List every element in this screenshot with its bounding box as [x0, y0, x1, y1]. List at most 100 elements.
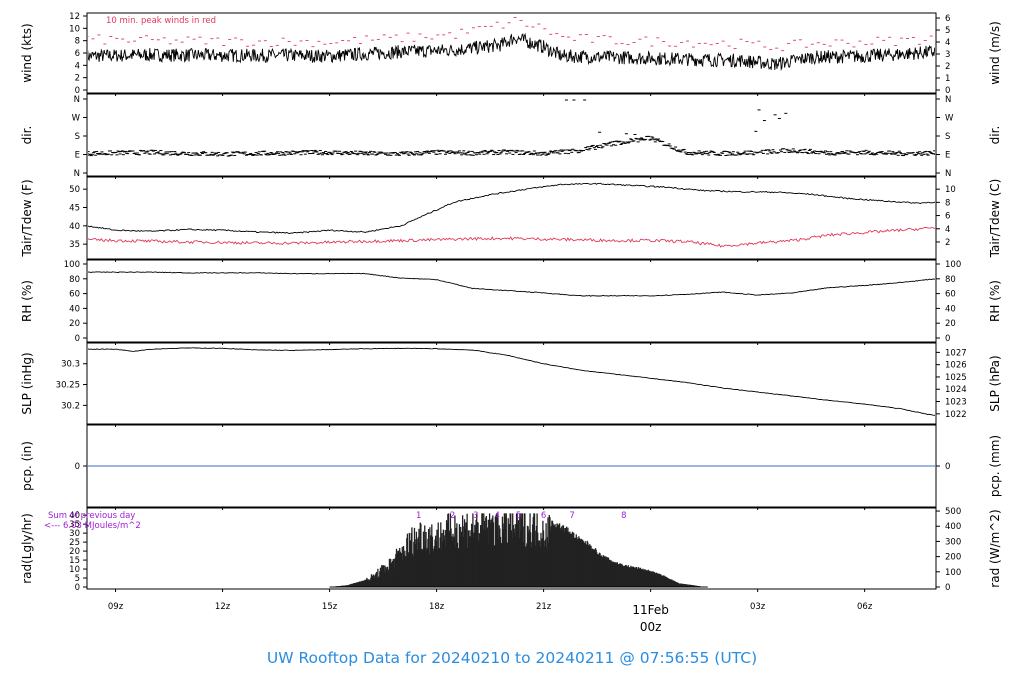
y-axis-label: dir.: [20, 126, 34, 145]
y-axis-label-right: wind (m/s): [988, 21, 1002, 85]
y-axis-label-right: dir.: [988, 126, 1002, 145]
tick-label: 1027: [945, 348, 967, 358]
tick-label: 4: [75, 61, 80, 71]
y-axis-label-right: pcp. (mm): [988, 435, 1002, 497]
tick-label: 8: [75, 37, 80, 47]
panel-frame: [86, 93, 937, 177]
tick-label: 200: [945, 553, 961, 563]
tick-label: 20: [69, 547, 80, 557]
tick-label: 2: [75, 74, 80, 84]
panel-series-group: [88, 182, 935, 248]
tick-label: 40: [945, 304, 956, 314]
hour-marker: 2: [450, 511, 455, 521]
tick-label: 2: [945, 238, 950, 248]
tick-label: 35: [69, 240, 80, 250]
y-axis-label-right: SLP (hPa): [988, 355, 1002, 411]
tick-label: 40: [69, 304, 80, 314]
tick-label: 6: [945, 14, 950, 24]
tick-label: 3: [945, 50, 950, 60]
tick-label: 30.3: [61, 360, 80, 370]
tick-label: 6: [945, 212, 950, 222]
tick-label: N: [74, 169, 80, 179]
tick-label: 12: [69, 12, 80, 22]
hour-marker: 5: [516, 511, 521, 521]
y-axis-label: Tair/Tdew (F): [20, 179, 34, 257]
tick-label: 1025: [945, 373, 967, 383]
panel-series-group: [88, 99, 935, 157]
tick-label: 5: [945, 26, 950, 36]
tick-label: 15: [69, 556, 80, 566]
tick-label: 100: [945, 568, 961, 578]
tick-label: 50: [69, 185, 80, 195]
panel-frame: [86, 259, 937, 343]
tick-label: 80: [69, 275, 80, 285]
hour-marker: 1: [416, 511, 421, 521]
tick-label: W: [72, 114, 81, 124]
tick-label: 0: [945, 86, 950, 96]
x-tick-label: 18z: [429, 602, 445, 612]
peak-wind-annotation: 10 min. peak winds in red: [106, 16, 216, 26]
air-temperature-line: [88, 182, 935, 234]
tick-label: 0: [75, 583, 80, 593]
panel-series-group: [88, 271, 935, 297]
tick-label: S: [945, 132, 950, 142]
tick-label: 10: [945, 185, 956, 195]
y-axis-label: RH (%): [20, 280, 34, 322]
tick-label: 400: [945, 522, 961, 532]
tick-label: 25: [69, 538, 80, 548]
tick-label: 0: [75, 334, 80, 344]
radiation-sum-value: <--- 6.03 MJoules/m^2: [44, 521, 141, 531]
tick-label: 20: [945, 319, 956, 329]
tick-label: 30.25: [56, 381, 80, 391]
hour-marker: 8: [621, 511, 626, 521]
tick-label: 30.2: [61, 401, 80, 411]
tick-label: 0: [945, 583, 950, 593]
tick-label: 40: [69, 511, 80, 521]
panel-series-group: [329, 513, 708, 588]
panel-series-group: [88, 347, 935, 416]
x-tick-label: 15z: [322, 602, 338, 612]
tick-label: 500: [945, 507, 961, 517]
y-axis-label-right: Tair/Tdew (C): [988, 179, 1002, 259]
relative-humidity-line: [88, 271, 935, 297]
tick-label: E: [75, 151, 80, 161]
tick-label: 30: [69, 529, 80, 539]
day-label: 11Feb: [632, 603, 669, 617]
y-axis-label-right: RH (%): [988, 280, 1002, 322]
y-axis-label: wind (kts): [20, 23, 34, 82]
panel-series-group: [88, 16, 935, 72]
tick-label: 60: [945, 290, 956, 300]
tick-label: 4: [945, 225, 950, 235]
tick-label: 6: [75, 49, 80, 59]
panel-frame: [86, 342, 937, 425]
day-time-label: 00z: [640, 620, 662, 634]
y-axis-label: pcp. (in): [20, 441, 34, 491]
x-tick-label: 03z: [750, 602, 766, 612]
x-tick-label: 12z: [215, 602, 231, 612]
y-axis-label-right: rad (W/m^2): [988, 509, 1002, 587]
radiation-sum-label: Sum of previous day: [48, 511, 135, 521]
tick-label: 100: [64, 260, 80, 270]
tick-label: 5: [75, 574, 80, 584]
tick-label: 0: [75, 86, 80, 96]
tick-label: 35: [69, 520, 80, 530]
hour-marker: 3: [473, 511, 478, 521]
tick-label: 1: [945, 74, 950, 84]
wind-speed-line: [88, 32, 935, 72]
tick-label: 4: [945, 38, 950, 48]
tick-label: 10: [69, 24, 80, 34]
tick-label: 80: [945, 275, 956, 285]
tick-label: 8: [945, 198, 950, 208]
tick-label: 10: [69, 565, 80, 575]
tick-label: 100: [945, 260, 961, 270]
tick-label: N: [74, 95, 80, 105]
tick-label: 1024: [945, 385, 967, 395]
tick-label: E: [945, 151, 950, 161]
tick-label: 45: [69, 204, 80, 214]
tick-label: 1023: [945, 398, 967, 408]
x-tick-label: 21z: [536, 602, 552, 612]
tick-label: 40: [69, 222, 80, 232]
tick-label: N: [945, 169, 951, 179]
hour-marker: 4: [495, 511, 500, 521]
